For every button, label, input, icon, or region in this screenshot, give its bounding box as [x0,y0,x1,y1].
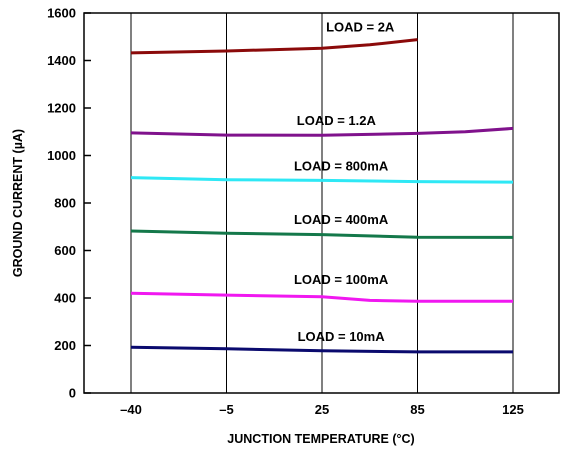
x-tick-label: 85 [410,402,424,417]
x-tick-label: 125 [502,402,524,417]
y-tick-label: 1600 [47,6,76,21]
y-axis-title: GROUND CURRENT (µA) [11,129,25,277]
series-line [130,176,514,184]
series-line [130,38,418,55]
series-labels: LOAD = 2A LOAD = 1.2A LOAD = 800mA LOAD = 4… [294,19,395,343]
y-tick-label: 400 [54,291,76,306]
x-tick-label: –40 [120,402,142,417]
y-tick-labels: 0 200 400 600 800 1000 1200 1400 1600 [47,6,76,401]
y-tick-label: 800 [54,196,76,211]
series-label: LOAD = 10mA [298,329,386,344]
x-tick-label: –5 [219,402,233,417]
series-group [130,38,514,354]
series-line [130,126,514,137]
series-label: LOAD = 1.2A [297,113,377,128]
series-line [130,229,514,239]
y-tick-label: 1000 [47,148,76,163]
y-tick-label: 1200 [47,101,76,116]
y-tick-label: 600 [54,243,76,258]
y-tick-label: 1400 [47,53,76,68]
series-line [130,291,513,303]
series-label: LOAD = 2A [326,19,395,34]
series-label: LOAD = 800mA [294,159,389,174]
grid-lines [84,12,514,394]
x-tick-label: 25 [315,402,329,417]
series-label: LOAD = 100mA [294,272,389,287]
series-line [130,345,513,354]
series-label: LOAD = 400mA [294,212,389,227]
x-axis-title: JUNCTION TEMPERATURE (°C) [227,432,414,446]
y-tick-label: 200 [54,338,76,353]
x-tick-labels: –40 –5 25 85 125 [120,402,524,417]
y-tick-label: 0 [69,386,76,401]
